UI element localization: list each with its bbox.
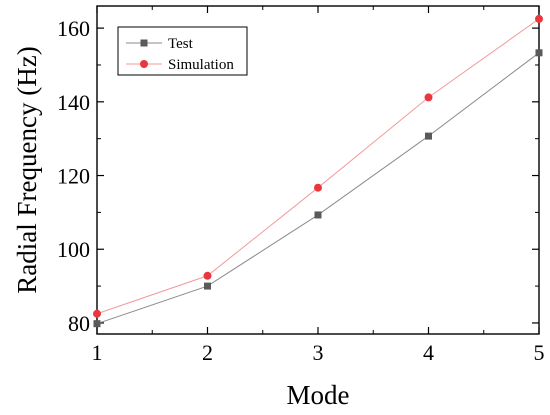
y-axis-title: Radial Frequency (Hz) bbox=[12, 46, 42, 293]
simulation-point bbox=[535, 14, 543, 23]
test-point bbox=[425, 132, 432, 140]
x-tick-label: 1 bbox=[92, 340, 103, 365]
markers bbox=[93, 14, 543, 328]
test-point bbox=[314, 211, 322, 219]
simulation-point bbox=[424, 93, 433, 102]
y-tick-label: 140 bbox=[57, 90, 90, 115]
y-tick-label: 100 bbox=[57, 237, 90, 262]
y-tick-label: 120 bbox=[57, 164, 90, 189]
test-point bbox=[204, 282, 211, 290]
legend-box bbox=[117, 26, 248, 76]
x-tick-label: 2 bbox=[202, 340, 213, 365]
legend-marker-simulation bbox=[140, 60, 148, 68]
ticks: 1 2 3 4 5 80 100 120 140 160 bbox=[57, 6, 545, 365]
simulation-point bbox=[203, 271, 212, 280]
legend-label: Simulation bbox=[168, 57, 234, 73]
y-tick-label: 160 bbox=[57, 16, 90, 41]
test-point bbox=[535, 49, 543, 57]
y-tick-label: 80 bbox=[68, 311, 90, 336]
test-point bbox=[93, 320, 101, 328]
simulation-point bbox=[93, 309, 101, 318]
x-axis-title: Mode bbox=[287, 380, 350, 410]
legend: Test Simulation bbox=[117, 26, 248, 76]
x-tick-label: 3 bbox=[313, 340, 324, 365]
x-tick-label: 4 bbox=[423, 340, 434, 365]
legend-marker-test bbox=[140, 39, 148, 47]
legend-items: Test Simulation bbox=[126, 36, 234, 73]
legend-label: Test bbox=[168, 36, 194, 52]
x-tick-label: 5 bbox=[534, 340, 545, 365]
simulation-point bbox=[314, 183, 322, 192]
